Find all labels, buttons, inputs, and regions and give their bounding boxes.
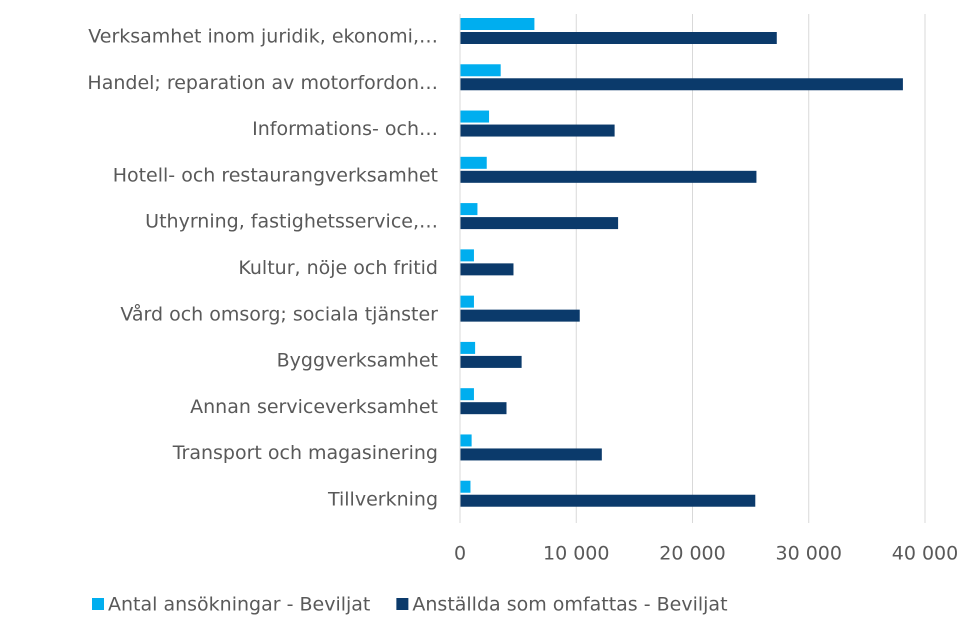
bar [460,448,602,461]
bar [460,217,619,230]
y-tick-label: Uthyrning, fastighetsservice,… [145,211,438,233]
y-tick-label: Kultur, nöje och fritid [238,257,438,279]
bar [460,388,474,401]
bar [460,309,580,322]
bar [460,402,507,415]
x-tick-label: 30 000 [776,543,842,565]
y-tick-label: Tillverkning [327,488,438,510]
y-tick-label: Annan serviceverksamhet [190,396,438,418]
legend-swatch [92,598,104,610]
bar [460,355,522,368]
y-tick-label: Hotell- och restaurangverksamhet [113,164,438,186]
y-tick-label: Informations- och… [252,118,438,140]
bar [460,249,474,262]
bar [460,203,478,216]
x-tick-label: 20 000 [659,543,725,565]
legend-label: Anställda som omfattas - Beviljat [412,594,727,616]
x-tick-label: 0 [454,543,466,565]
y-tick-label: Byggverksamhet [277,350,438,372]
y-tick-label: Verksamhet inom juridik, ekonomi,… [88,26,438,48]
bar [460,295,474,308]
y-tick-label: Vård och omsorg; sociala tjänster [120,302,438,325]
bar [460,480,471,493]
bar [460,32,777,44]
y-tick-label: Handel; reparation av motorfordon… [87,72,438,94]
bar [460,263,514,276]
bar [460,170,757,183]
bar [460,434,472,447]
y-tick-label: Transport och magasinering [172,442,438,464]
legend-swatch [396,598,409,610]
x-tick-label: 10 000 [543,543,609,565]
bar [460,110,490,123]
bar [460,124,615,137]
legend-label: Antal ansökningar - Beviljat [108,594,370,616]
bar [460,494,756,507]
x-tick-label: 40 000 [892,543,958,565]
bar [460,78,903,91]
bar [460,341,476,354]
bar [460,18,535,30]
bar [460,156,487,169]
bar [460,64,501,77]
